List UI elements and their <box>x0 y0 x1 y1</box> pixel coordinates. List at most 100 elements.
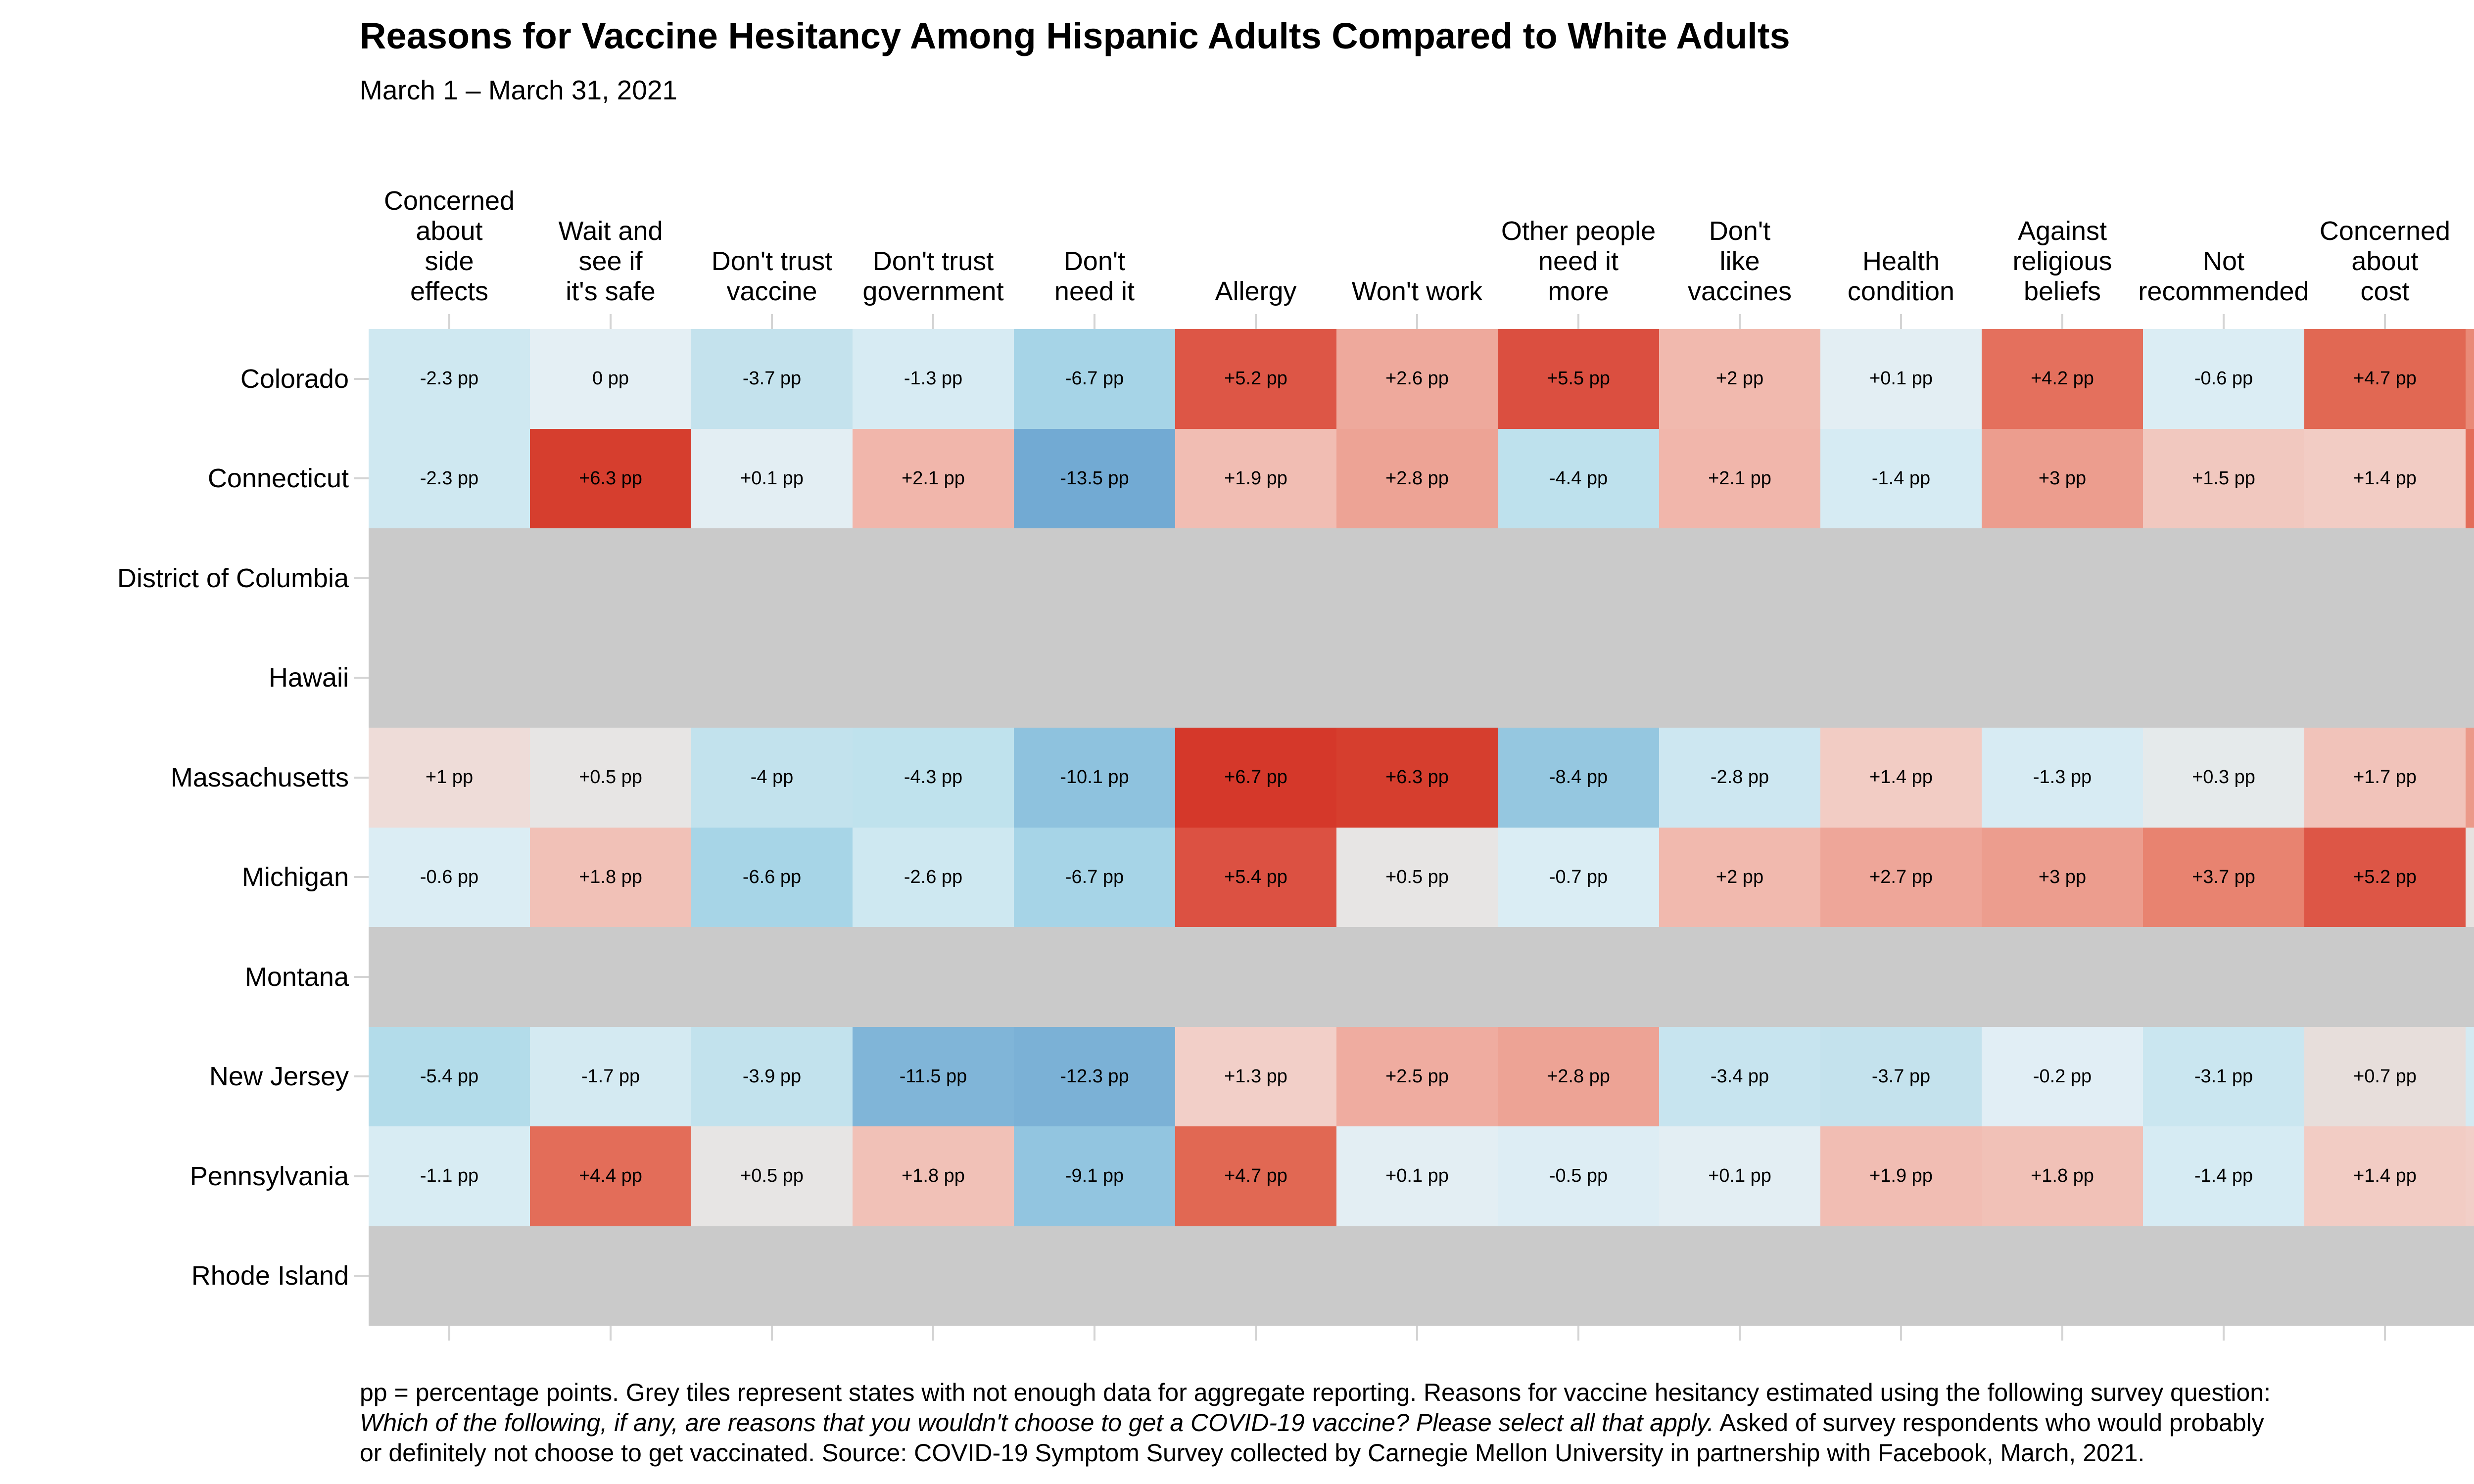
column-header-line: it's safe <box>566 277 656 306</box>
heatmap-cell: -0.2 pp <box>1982 1026 2143 1126</box>
axis-tick <box>354 1275 369 1277</box>
heatmap-cell: +2 pp <box>1659 827 1820 927</box>
heatmap-cell: +3.7 pp <box>2143 827 2304 927</box>
column-header: Concerned about side effects <box>349 181 550 307</box>
column-header-line: beliefs <box>2023 277 2101 306</box>
heatmap-cell: -2.3 pp <box>369 428 530 528</box>
heatmap-cell: -0.7 pp <box>1498 827 1659 927</box>
heatmap-cell: -1.7 pp <box>2466 1026 2474 1126</box>
heatmap-cell: -3.7 pp <box>691 329 853 429</box>
column-header-line: Don't <box>1709 216 1771 246</box>
missing-data-row <box>369 1226 2474 1326</box>
heatmap-cell: -3.7 pp <box>1820 1026 1982 1126</box>
column-header: Don't trust government <box>833 181 1034 307</box>
column-header-line: Don't trust <box>711 246 833 276</box>
heatmap-cell: -1.3 pp <box>853 329 1014 429</box>
footnote: pp = percentage points. Grey tiles repre… <box>360 1378 2271 1468</box>
heatmap-cell: +0.7 pp <box>2304 1026 2466 1126</box>
heatmap-cell: 0 pp <box>530 329 691 429</box>
heatmap-cell: -8.4 pp <box>1498 728 1659 828</box>
heatmap-cell: -12.3 pp <box>1014 1026 1175 1126</box>
heatmap-cell: +1.8 pp <box>853 1126 1014 1226</box>
footnote-line2-rest: Asked of survey respondents who would pr… <box>1713 1409 2264 1437</box>
heatmap-cell: +3.5 pp <box>2466 329 2474 429</box>
heatmap-cell: -6.6 pp <box>691 827 853 927</box>
heatmap-cell: -11.5 pp <box>853 1026 1014 1126</box>
axis-tick <box>448 1326 450 1341</box>
heatmap-cell: +2.1 pp <box>853 428 1014 528</box>
axis-tick <box>1416 1326 1418 1341</box>
column-header-line: Concerned <box>383 186 515 216</box>
axis-tick <box>354 677 369 679</box>
heatmap-cell: +1 pp <box>369 728 530 828</box>
axis-tick <box>354 1075 369 1078</box>
axis-tick <box>2384 1326 2386 1341</box>
column-header: Don't need it <box>994 181 1195 307</box>
column-header-line: side <box>425 246 474 276</box>
footnote-survey-question: Which of the following, if any, are reas… <box>360 1409 1714 1437</box>
column-header-line: Against <box>2017 216 2107 246</box>
heatmap-cell: +5.4 pp <box>1175 827 1336 927</box>
column-header-line: Not <box>2202 246 2245 276</box>
missing-data-row <box>369 927 2474 1027</box>
heatmap-cell: -1.4 pp <box>2143 1126 2304 1226</box>
state-row-label: Michigan <box>241 862 349 892</box>
heatmap-cell: +0.5 pp <box>691 1126 853 1226</box>
heatmap-cell: +4.4 pp <box>2466 428 2474 528</box>
column-header: Won't work <box>1317 181 1518 307</box>
column-header-line: Other people <box>1501 216 1656 246</box>
heatmap-cell: -1.7 pp <box>530 1026 691 1126</box>
heatmap-cell: +2.7 pp <box>1820 827 1982 927</box>
axis-tick <box>2061 314 2063 329</box>
column-header-line: effects <box>410 277 489 306</box>
heatmap-cell: +1.8 pp <box>1982 1126 2143 1226</box>
heatmap-cell: +1.9 pp <box>1820 1126 1982 1226</box>
missing-data-row <box>369 628 2474 728</box>
heatmap-cell: +4.7 pp <box>2304 329 2466 429</box>
heatmap-cell: +5.2 pp <box>1175 329 1336 429</box>
axis-tick <box>771 1326 773 1341</box>
state-row-label: Montana <box>244 962 349 992</box>
axis-tick <box>354 776 369 779</box>
heatmap-cell: -2.8 pp <box>1659 728 1820 828</box>
heatmap-cell: -3.9 pp <box>691 1026 853 1126</box>
column-header: Pregnancy <box>2446 181 2474 307</box>
heatmap-cell: +0.1 pp <box>1820 329 1982 429</box>
axis-tick <box>1577 314 1579 329</box>
column-header-line: condition <box>1847 277 1955 306</box>
heatmap-cell: +1.5 pp <box>2143 428 2304 528</box>
axis-tick <box>932 314 934 329</box>
column-header: Against religious beliefs <box>1962 181 2163 307</box>
heatmap-cell: +2.1 pp <box>1659 428 1820 528</box>
axis-tick <box>1094 1326 1095 1341</box>
axis-tick <box>354 975 369 978</box>
state-row-label: Connecticut <box>207 464 349 494</box>
state-row-label: Pennsylvania <box>190 1161 349 1191</box>
column-header: Don't like vaccines <box>1639 181 1840 307</box>
column-header-line: like <box>1719 246 1760 276</box>
heatmap-cell: +2.6 pp <box>1336 329 1498 429</box>
column-header-line: recommended <box>2138 277 2309 306</box>
axis-tick <box>1900 1326 1902 1341</box>
column-header-line: Allergy <box>1215 277 1297 306</box>
heatmap-cell: -4.4 pp <box>1498 428 1659 528</box>
axis-tick <box>2223 1326 2225 1341</box>
heatmap-cell: +0.5 pp <box>1336 827 1498 927</box>
footnote-line1: pp = percentage points. Grey tiles repre… <box>360 1379 2271 1406</box>
column-header-line: more <box>1548 277 1609 306</box>
heatmap-cell: +0.1 pp <box>1336 1126 1498 1226</box>
column-header-line: need it <box>1054 277 1135 306</box>
heatmap-cell: +6.3 pp <box>530 428 691 528</box>
heatmap-cell: -9.1 pp <box>1014 1126 1175 1226</box>
axis-tick <box>354 377 369 380</box>
heatmap-cell: +1.3 pp <box>2466 1126 2474 1226</box>
heatmap-cell: +0.1 pp <box>691 428 853 528</box>
axis-tick <box>610 314 612 329</box>
heatmap-cell: +1.4 pp <box>1820 728 1982 828</box>
heatmap-cell: +4.2 pp <box>1982 329 2143 429</box>
column-header-line: need it <box>1538 246 1619 276</box>
column-header-line: religious <box>2012 246 2112 276</box>
axis-tick <box>2061 1326 2063 1341</box>
heatmap-cell: +3 pp <box>1982 428 2143 528</box>
